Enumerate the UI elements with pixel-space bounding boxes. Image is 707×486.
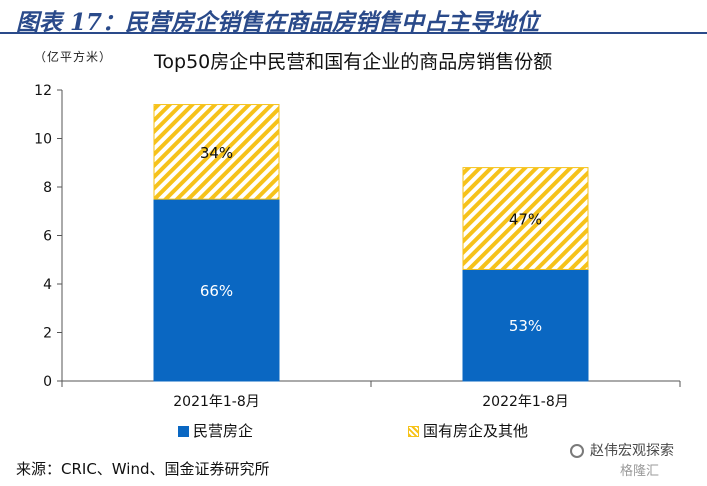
- y-tick-label: 12: [34, 83, 52, 99]
- x-tick-label: 2021年1-8月: [173, 394, 260, 410]
- data-label-state: 47%: [509, 211, 542, 229]
- bar-private: [153, 198, 280, 382]
- bar-private: [462, 268, 589, 382]
- legend-item-state: 国有房企及其他: [408, 420, 528, 441]
- y-tick-label: 4: [43, 277, 52, 293]
- watermark-text: 赵伟宏观探索: [590, 443, 674, 459]
- legend-item-private: 民营房企: [178, 420, 253, 441]
- bar-state: [153, 104, 280, 200]
- source-note: 来源：CRIC、Wind、国金证券研究所: [16, 460, 270, 478]
- wechat-icon: [570, 444, 584, 458]
- watermark-secondary: 格隆汇: [620, 464, 660, 479]
- bar-state: [462, 167, 589, 270]
- figure-title: 图表 17：民营房企销售在商品房销售中占主导地位: [0, 0, 707, 36]
- data-label-private: 53%: [509, 317, 542, 335]
- chart-title: Top50房企中民营和国有企业的商品房销售份额: [154, 51, 553, 73]
- legend-swatch-private: [178, 426, 189, 437]
- legend-label-state: 国有房企及其他: [423, 422, 529, 440]
- x-tick-label: 2022年1-8月: [482, 394, 569, 410]
- y-tick-label: 2: [43, 326, 52, 342]
- data-label-private: 66%: [200, 282, 233, 300]
- y-tick-label: 6: [43, 229, 52, 245]
- y-tick-label: 8: [43, 180, 52, 196]
- watermark: 赵伟宏观探索: [570, 440, 674, 460]
- data-label-state: 34%: [200, 144, 233, 162]
- unit-label: （亿平方米）: [34, 50, 113, 64]
- legend-swatch-state: [408, 426, 419, 437]
- legend-label-private: 民营房企: [193, 422, 254, 440]
- y-tick-label: 0: [43, 374, 52, 390]
- y-tick-label: 10: [34, 132, 52, 148]
